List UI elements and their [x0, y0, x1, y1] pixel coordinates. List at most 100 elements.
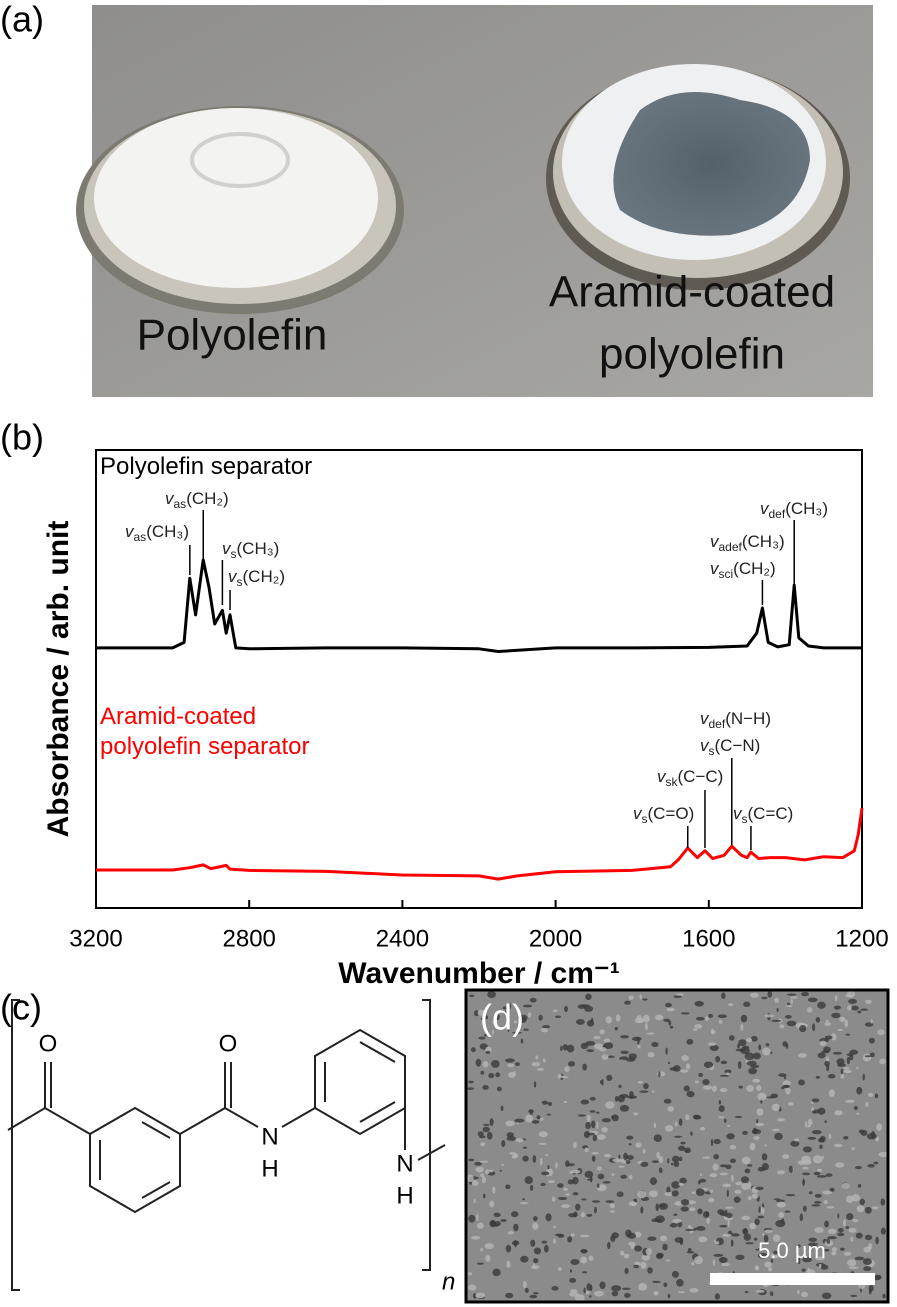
pore [645, 1248, 652, 1256]
pore [580, 1256, 588, 1264]
pore [817, 1052, 826, 1059]
pore [539, 1117, 544, 1121]
pore [557, 1196, 568, 1201]
pore [585, 1040, 596, 1046]
pore [725, 1164, 732, 1170]
pore [614, 1026, 618, 1031]
pore [833, 1143, 843, 1148]
pore [694, 1256, 703, 1265]
pore [663, 1098, 672, 1104]
pore [758, 1044, 762, 1051]
pore [774, 997, 779, 1004]
pore [482, 1126, 490, 1133]
pore [851, 1147, 855, 1151]
pore [533, 1216, 538, 1222]
pore [728, 1003, 734, 1007]
pore [536, 1067, 545, 1071]
pore [807, 997, 818, 1003]
pore [877, 1029, 885, 1036]
atom: H [261, 1155, 278, 1182]
pore [811, 1110, 816, 1114]
pore [709, 1173, 718, 1178]
pore [639, 994, 642, 1000]
pore [772, 1128, 780, 1132]
pore [685, 1228, 695, 1231]
pore [628, 1143, 632, 1146]
pore [874, 1093, 879, 1099]
pore [475, 1292, 486, 1299]
bond [7, 1062, 91, 1135]
pore [757, 1092, 767, 1101]
pore [609, 1210, 615, 1213]
pore [653, 1134, 662, 1142]
pore [811, 1098, 820, 1103]
pore [623, 1253, 630, 1259]
pore [852, 1218, 859, 1223]
x-axis-title: Wavenumber / cm⁻¹ [338, 957, 619, 990]
pore [655, 1203, 659, 1212]
pore [580, 1099, 590, 1105]
pore [557, 1074, 562, 1079]
pore [746, 1084, 754, 1092]
pore [468, 1284, 477, 1291]
pore [634, 1245, 643, 1252]
pore [797, 1160, 806, 1165]
pore [599, 1281, 606, 1290]
atom: O [39, 1030, 58, 1057]
annotation-symbol: v [222, 539, 232, 558]
y-axis-title: Absorbance / arb. unit [42, 521, 75, 838]
pore [619, 1057, 622, 1060]
pore [524, 1176, 534, 1185]
pore [776, 1007, 779, 1013]
annotation: vdef(CH₃) [760, 499, 828, 521]
pore [520, 1255, 529, 1263]
pore [846, 1213, 854, 1221]
x-tick-label: 2400 [376, 925, 429, 952]
pore [588, 1255, 594, 1262]
pore [837, 1063, 846, 1068]
pore [749, 1142, 756, 1151]
pore [484, 1034, 487, 1037]
pore [723, 1118, 727, 1123]
pore [614, 1095, 619, 1102]
pore [753, 1136, 760, 1140]
pore [756, 1085, 762, 1091]
pore [491, 1030, 495, 1035]
pore [552, 1009, 558, 1013]
pore [619, 1104, 630, 1112]
pore [678, 1291, 685, 1294]
annotation-symbol: v [710, 532, 720, 551]
pore [543, 1244, 549, 1253]
pore [654, 1219, 662, 1222]
pore [594, 1290, 605, 1297]
pore [671, 1270, 680, 1278]
pore [825, 1019, 829, 1022]
annotation-subscript: sk [666, 775, 679, 789]
pore [523, 1028, 529, 1031]
pore [772, 1234, 781, 1243]
pore [713, 1154, 719, 1160]
pore [642, 1148, 646, 1154]
pore [519, 1201, 529, 1205]
pore [583, 1131, 590, 1139]
pore [609, 1203, 616, 1209]
pore [840, 1068, 844, 1075]
annotation: vs(C−N) [700, 736, 760, 758]
pore [671, 1181, 681, 1189]
pore [764, 1014, 775, 1018]
pore [468, 1214, 476, 1223]
pore [748, 1182, 752, 1190]
pore [570, 1289, 578, 1293]
annotation: vas(CH₃) [125, 522, 189, 544]
pore [731, 1233, 740, 1237]
pore [843, 1136, 849, 1140]
pore [508, 1002, 512, 1010]
pore [656, 1252, 664, 1258]
pore [605, 1200, 615, 1203]
pore [501, 1139, 506, 1147]
bond [179, 1062, 259, 1135]
pore [627, 1232, 637, 1239]
pore [557, 1183, 564, 1188]
pore [746, 1038, 753, 1043]
pore [744, 1052, 755, 1061]
